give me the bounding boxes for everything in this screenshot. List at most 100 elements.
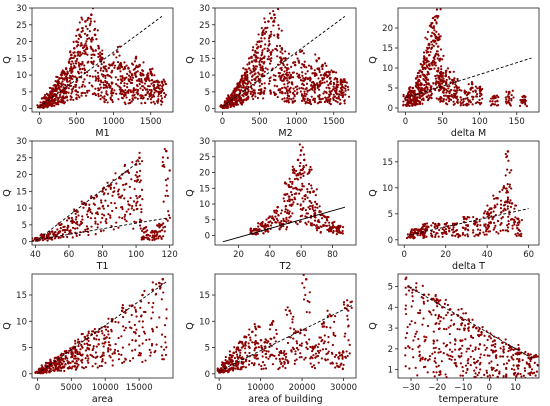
data-point xyxy=(74,62,78,65)
data-point xyxy=(112,53,115,56)
axes-frame xyxy=(214,7,357,113)
data-point xyxy=(285,67,288,70)
data-point xyxy=(113,89,116,92)
data-point xyxy=(336,101,339,104)
data-point xyxy=(131,98,135,101)
data-point xyxy=(311,365,314,368)
data-point xyxy=(463,91,466,94)
data-point xyxy=(128,185,131,188)
data-point xyxy=(433,225,436,228)
data-point xyxy=(518,229,522,233)
data-point xyxy=(264,26,267,30)
data-point xyxy=(425,49,428,52)
data-point xyxy=(269,224,273,227)
data-point xyxy=(505,155,508,159)
data-point xyxy=(138,156,141,160)
data-point xyxy=(273,84,276,87)
data-point xyxy=(406,103,409,106)
data-point xyxy=(289,215,292,218)
data-point xyxy=(164,178,168,182)
data-point xyxy=(155,343,158,346)
data-point xyxy=(306,190,309,193)
data-point xyxy=(234,100,237,104)
data-point xyxy=(280,209,283,212)
data-point xyxy=(474,85,477,88)
data-point xyxy=(422,55,426,58)
data-point xyxy=(95,338,98,341)
data-point xyxy=(163,324,167,327)
data-point xyxy=(161,100,164,104)
data-point xyxy=(147,237,150,240)
data-point xyxy=(311,349,314,353)
data-point xyxy=(486,224,489,227)
data-point xyxy=(251,330,254,334)
data-point xyxy=(107,330,110,333)
data-point xyxy=(291,168,294,171)
data-point xyxy=(161,160,164,164)
data-point xyxy=(86,215,90,219)
data-point xyxy=(508,201,511,204)
data-point xyxy=(469,101,473,104)
data-point xyxy=(268,12,272,15)
data-point xyxy=(449,98,453,101)
data-point xyxy=(74,60,77,63)
data-point xyxy=(74,84,78,87)
data-point xyxy=(292,201,295,204)
data-point xyxy=(423,236,426,239)
data-point xyxy=(110,224,113,228)
data-point xyxy=(278,89,282,92)
data-point xyxy=(106,326,109,329)
data-point xyxy=(279,212,283,215)
data-point xyxy=(253,356,256,359)
data-point xyxy=(234,367,237,370)
data-point xyxy=(303,158,306,162)
data-point xyxy=(409,230,413,234)
data-point xyxy=(320,340,323,343)
data-point xyxy=(442,342,445,345)
data-point xyxy=(252,70,255,73)
data-point xyxy=(93,28,96,32)
data-point xyxy=(437,88,440,92)
data-point xyxy=(328,100,331,103)
data-point xyxy=(261,221,264,224)
data-point xyxy=(432,342,435,345)
data-point xyxy=(296,178,300,181)
data-point xyxy=(291,182,294,185)
data-point xyxy=(340,93,343,97)
data-point xyxy=(67,61,71,65)
data-point xyxy=(304,293,307,297)
data-point xyxy=(135,64,138,67)
data-point xyxy=(325,97,328,100)
data-point xyxy=(280,61,283,64)
data-point xyxy=(288,198,291,201)
data-point xyxy=(337,357,340,360)
data-point xyxy=(45,92,49,95)
data-point xyxy=(286,209,289,212)
data-point xyxy=(460,98,463,101)
data-point xyxy=(327,350,330,353)
data-point xyxy=(129,326,132,329)
data-point xyxy=(138,83,141,86)
data-point xyxy=(258,73,261,76)
data-point xyxy=(260,88,263,91)
data-point xyxy=(476,228,479,231)
data-point xyxy=(101,213,104,216)
data-point xyxy=(269,76,272,79)
data-point xyxy=(89,22,92,25)
data-point xyxy=(510,187,513,190)
data-point xyxy=(112,91,115,94)
data-point xyxy=(66,366,69,370)
data-point xyxy=(141,342,144,345)
data-point xyxy=(80,200,83,203)
data-point xyxy=(247,80,250,83)
data-point xyxy=(102,83,106,87)
data-point xyxy=(134,348,137,351)
data-point xyxy=(66,226,69,229)
data-point xyxy=(470,82,474,86)
data-point xyxy=(117,336,120,340)
data-point xyxy=(142,310,146,314)
data-point xyxy=(293,198,297,201)
data-point xyxy=(422,57,425,60)
